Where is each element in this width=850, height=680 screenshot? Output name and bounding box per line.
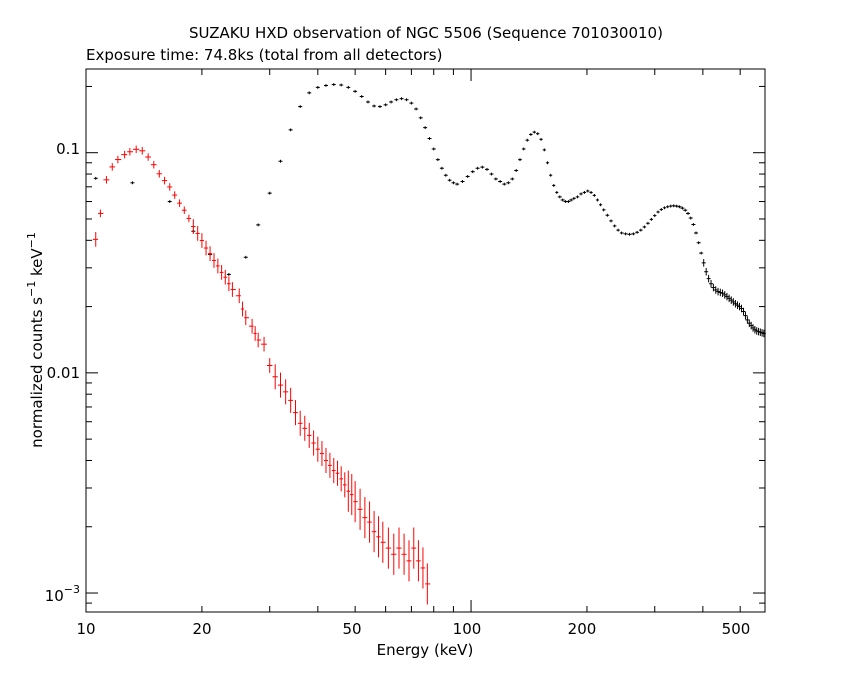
series-red bbox=[92, 145, 431, 605]
series-black bbox=[93, 83, 766, 338]
y-tick-label-0.001-exp: −3 bbox=[64, 583, 80, 596]
y-axis-label: normalized counts s−1 keV−1 bbox=[25, 232, 46, 448]
y-tick-label-0.001: 10−3 bbox=[45, 583, 80, 605]
y-tick-label-0.001-base: 10 bbox=[45, 587, 64, 605]
x-tick-label-20: 20 bbox=[192, 620, 211, 638]
y-tick-labels: 0.1 0.01 10−3 bbox=[45, 140, 80, 605]
y-tick-label-0.01: 0.01 bbox=[47, 364, 80, 382]
x-tick-label-200: 200 bbox=[568, 620, 597, 638]
y-axis-label-sup2: −1 bbox=[25, 232, 38, 248]
chart-title: SUZAKU HXD observation of NGC 5506 (Sequ… bbox=[189, 24, 663, 42]
x-axis-label: Energy (keV) bbox=[377, 641, 474, 659]
axis-ticks bbox=[85, 69, 765, 612]
y-tick-label-0.1: 0.1 bbox=[56, 140, 80, 158]
x-tick-label-100: 100 bbox=[453, 620, 482, 638]
x-tick-label-50: 50 bbox=[342, 620, 361, 638]
x-tick-labels: 10 20 50 100 200 500 bbox=[76, 620, 750, 638]
plot-frame bbox=[85, 68, 766, 613]
y-axis-label-part2: keV bbox=[28, 248, 46, 281]
y-axis-label-sup1: −1 bbox=[25, 281, 38, 297]
y-axis-label-part1: normalized counts s bbox=[28, 297, 46, 448]
chart-subtitle: Exposure time: 74.8ks (total from all de… bbox=[86, 46, 442, 64]
x-tick-label-500: 500 bbox=[722, 620, 751, 638]
x-tick-label-10: 10 bbox=[76, 620, 95, 638]
